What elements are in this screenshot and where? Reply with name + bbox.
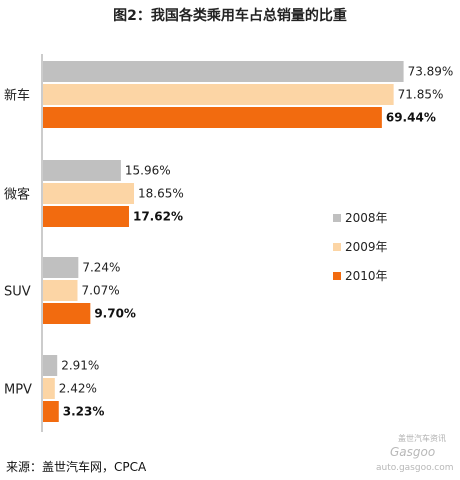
legend-swatch xyxy=(333,243,341,251)
data-label: 15.96% xyxy=(125,164,171,178)
data-label: 73.89% xyxy=(408,65,454,79)
data-label: 2.42% xyxy=(59,382,97,396)
bar xyxy=(43,401,59,422)
category-label: 新车 xyxy=(4,88,30,104)
legend-entry: 2009年 xyxy=(345,240,388,254)
bar xyxy=(43,280,78,301)
data-label: 7.24% xyxy=(82,261,120,275)
bar xyxy=(43,107,382,128)
bar xyxy=(43,257,79,278)
data-label: 71.85% xyxy=(398,88,444,102)
legend-swatch xyxy=(333,272,341,280)
bars xyxy=(43,61,404,422)
data-label: 7.07% xyxy=(82,284,120,298)
bar xyxy=(43,160,121,181)
category-label: SUV xyxy=(4,285,31,300)
legend-swatch xyxy=(333,214,341,222)
data-label: 18.65% xyxy=(138,187,184,201)
category-label: 微客 xyxy=(4,187,30,203)
legend-entry: 2008年 xyxy=(345,211,388,225)
bar xyxy=(43,206,129,227)
data-label: 2.91% xyxy=(61,359,99,373)
watermark-line1: 盖世汽车资讯 xyxy=(398,433,446,443)
bar xyxy=(43,303,91,324)
chart-title: 图2：我国各类乘用车占总销量的比重 xyxy=(113,7,347,24)
bar xyxy=(43,355,58,376)
watermark-line2: Gasgoo xyxy=(390,445,435,459)
data-labels: 73.89% 71.85% 69.44% 15.96% 18.65% 17.62% 7.24… xyxy=(59,65,454,419)
data-label: 9.70% xyxy=(94,307,136,321)
legend-entry: 2010年 xyxy=(345,269,388,283)
data-label: 17.62% xyxy=(133,210,183,224)
data-label: 69.44% xyxy=(386,111,436,125)
legend: 2008年 2009年 2010年 xyxy=(333,211,388,283)
watermark: 盖世汽车资讯 Gasgoo auto.gasgoo.com xyxy=(376,433,454,473)
bar xyxy=(43,183,135,204)
category-label: MPV xyxy=(4,383,32,398)
source-note: 来源：盖世汽车网，CPCA xyxy=(6,459,147,474)
bar xyxy=(43,61,404,82)
data-label: 3.23% xyxy=(63,405,105,419)
watermark-line3: auto.gasgoo.com xyxy=(376,463,454,473)
bar xyxy=(43,378,55,399)
bar xyxy=(43,84,394,105)
